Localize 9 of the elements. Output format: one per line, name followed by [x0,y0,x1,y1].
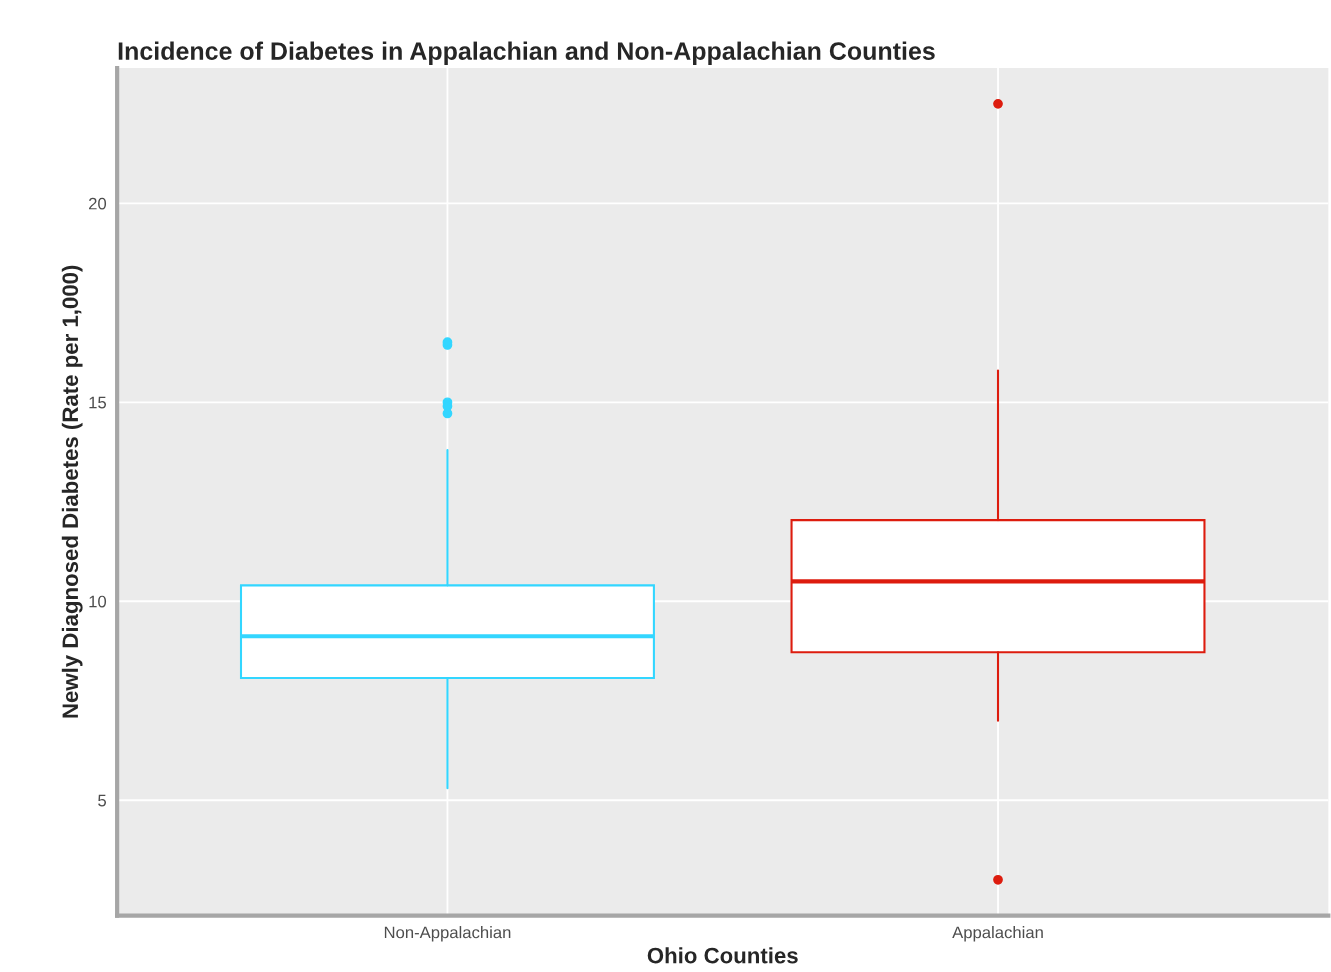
chart-title: Incidence of Diabetes in Appalachian and Non-Appalachian Counties [118,41,935,65]
x-tick-label: Appalachian [952,926,1043,942]
y-tick-label: 10 [89,595,107,608]
y-tick-label: 15 [89,396,107,409]
x-axis-title: Ohio Counties [647,947,798,964]
y-tick-label: 5 [98,794,107,807]
y-tick-label: 20 [89,197,107,210]
y-axis-title: Newly Diagnosed Diabetes (Rate per 1,000) [61,265,83,718]
x-tick-label: Non-Appalachian [384,926,511,942]
